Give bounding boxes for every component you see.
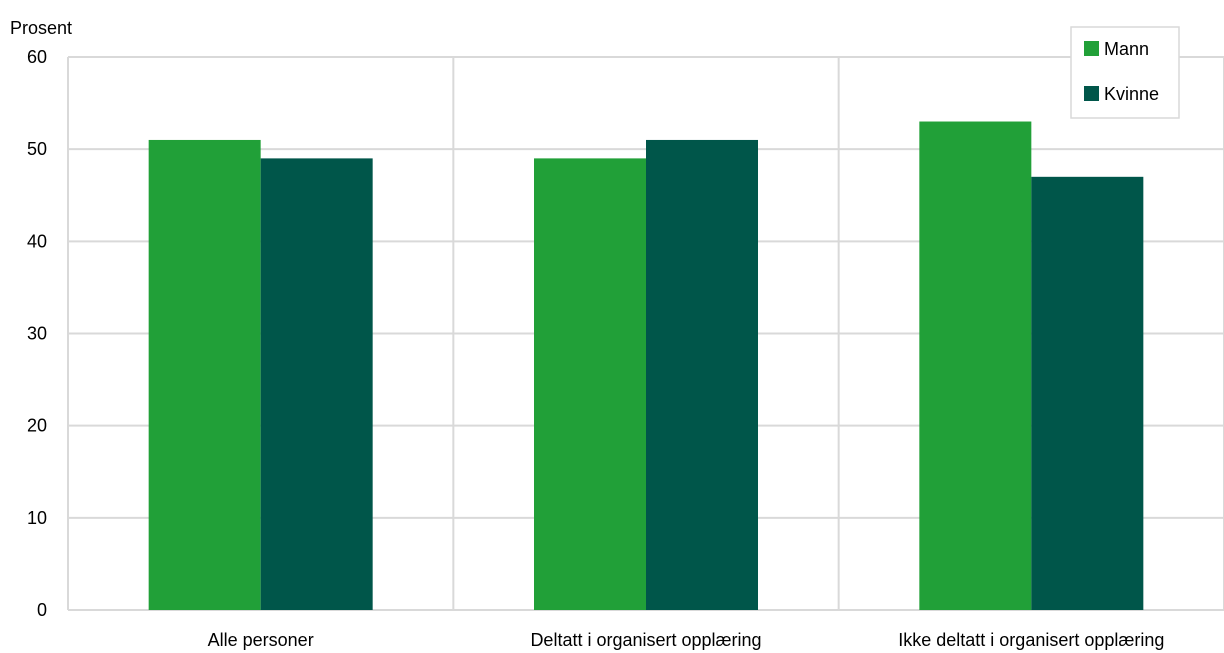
category-label: Deltatt i organisert opplæring xyxy=(530,630,761,650)
category-labels: Alle personer Deltatt i organisert opplær… xyxy=(208,630,1165,650)
legend: Mann Kvinne xyxy=(1070,26,1180,119)
legend-swatch-kvinne xyxy=(1084,86,1099,101)
y-tick-label: 40 xyxy=(27,231,47,251)
bar-kvinne-0 xyxy=(260,158,373,610)
bar-kvinne-1 xyxy=(646,139,758,610)
y-tick-label: 30 xyxy=(27,324,47,344)
y-tick-label: 0 xyxy=(37,600,47,620)
bar-mann-1 xyxy=(534,158,646,610)
category-label: Alle personer xyxy=(208,630,314,650)
bar-kvinne-2 xyxy=(1031,176,1144,611)
legend-label-kvinne: Kvinne xyxy=(1104,84,1159,104)
y-tick-labels: 0 10 20 30 40 50 60 xyxy=(27,47,47,620)
y-tick-label: 60 xyxy=(27,47,47,67)
y-tick-label: 10 xyxy=(27,508,47,528)
y-tick-label: 20 xyxy=(27,416,47,436)
bar-mann-0 xyxy=(148,139,261,610)
y-tick-label: 50 xyxy=(27,139,47,159)
bars xyxy=(148,121,1144,611)
legend-swatch-mann xyxy=(1084,41,1099,56)
legend-label-mann: Mann xyxy=(1104,39,1149,59)
category-label: Ikke deltatt i organisert opplæring xyxy=(898,630,1164,650)
y-axis-title: Prosent xyxy=(10,18,72,38)
bar-mann-2 xyxy=(919,121,1032,611)
